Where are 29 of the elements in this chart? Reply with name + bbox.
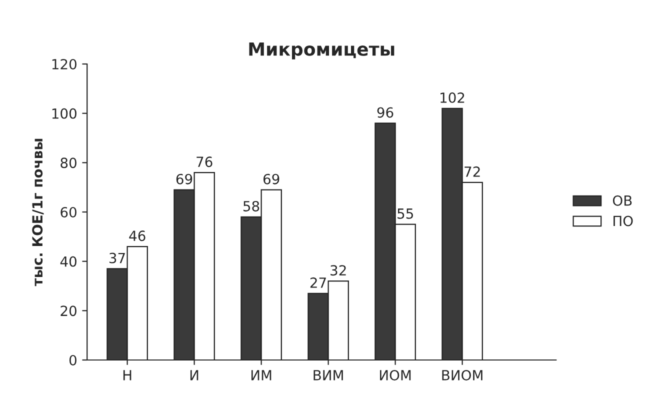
x-tick-label: ИОМ xyxy=(380,370,411,380)
x-tick-label: ИМ xyxy=(251,370,272,380)
data-label: 46 xyxy=(129,230,146,242)
data-label: 72 xyxy=(464,166,480,177)
y-tick-label: 20 xyxy=(60,306,76,316)
data-label: 102 xyxy=(440,92,464,103)
data-label: 27 xyxy=(310,277,326,288)
x-tick-label: Н xyxy=(123,370,132,380)
legend-label: ПО xyxy=(614,216,633,226)
y-axis-title: тыс. КОЕ/1г почвы xyxy=(32,138,44,286)
y-tick-label: 80 xyxy=(60,158,76,168)
y-tick-label: 0 xyxy=(69,354,76,366)
chart-title: Микромицеты xyxy=(249,42,394,60)
x-tick-label: ВИМ xyxy=(314,370,343,380)
data-label: 55 xyxy=(398,208,413,219)
x-tick-label: И xyxy=(190,370,198,380)
data-label: 37 xyxy=(109,252,125,264)
data-label: 69 xyxy=(263,174,280,184)
data-label: 76 xyxy=(196,156,212,168)
y-tick-label: 100 xyxy=(52,108,76,119)
y-tick-label: 120 xyxy=(52,58,76,70)
legend-label: ОВ xyxy=(612,195,632,206)
data-label: 32 xyxy=(330,265,346,276)
data-label: 69 xyxy=(176,174,192,184)
y-tick-label: 60 xyxy=(60,206,76,218)
x-tick-label: ВИОМ xyxy=(442,370,482,380)
y-tick-label: 40 xyxy=(60,256,76,267)
data-label: 96 xyxy=(377,107,394,118)
data-label: 58 xyxy=(243,200,260,212)
